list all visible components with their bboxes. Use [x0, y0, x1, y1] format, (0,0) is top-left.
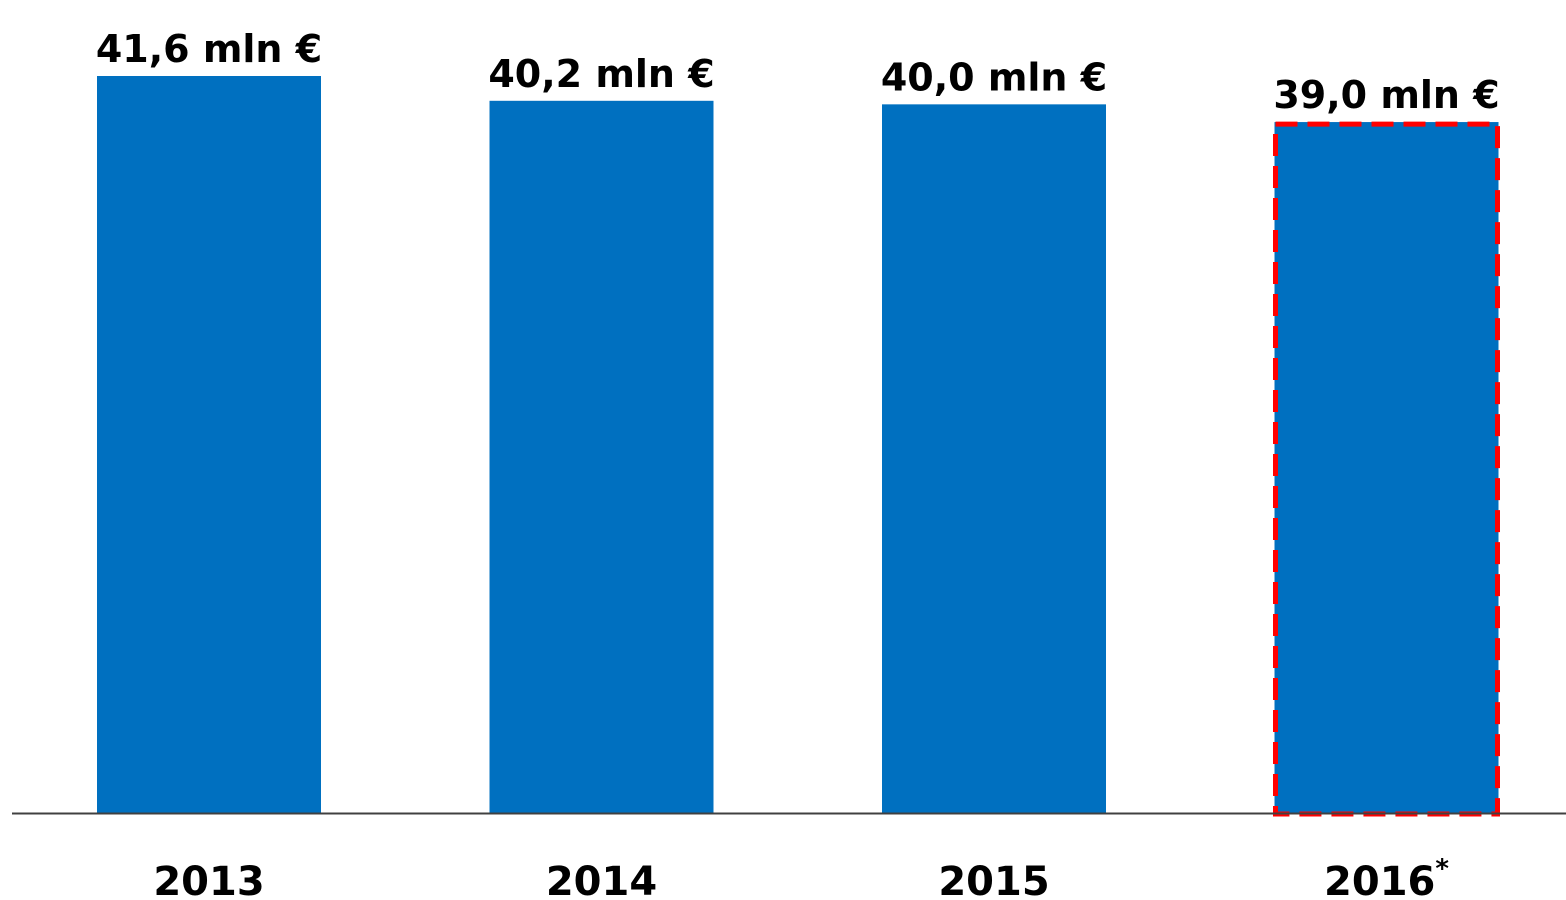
category-label-2015: 2015: [938, 859, 1049, 900]
value-label-2015: 40,0 mln €: [881, 55, 1107, 99]
category-label-text: 2013: [153, 859, 264, 900]
bar-2016: [1274, 122, 1499, 813]
value-label-2013: 41,6 mln €: [96, 27, 322, 71]
category-label-2014: 2014: [546, 859, 657, 900]
value-label-2014: 40,2 mln €: [488, 52, 714, 96]
category-label-2013: 2013: [153, 859, 264, 900]
bar-highlight-outline-2016: [1273, 121, 1500, 817]
category-labels-group: 2013 2014 2015 2016*: [153, 854, 1449, 900]
bar-2013: [97, 76, 321, 813]
value-label-2016: 39,0 mln €: [1273, 73, 1499, 117]
category-footnote-mark: *: [1435, 854, 1449, 884]
bar-2014: [489, 100, 714, 814]
category-label-2016: 2016*: [1324, 854, 1449, 900]
bar-2015: [882, 104, 1106, 814]
bars-group: [97, 76, 1500, 817]
category-label-text: 2015: [938, 859, 1049, 900]
category-label-text: 2014: [546, 859, 657, 900]
value-labels-group: 41,6 mln € 40,2 mln € 40,0 mln € 39,0 mln €: [96, 27, 1500, 117]
category-label-text: 2016: [1324, 859, 1435, 900]
